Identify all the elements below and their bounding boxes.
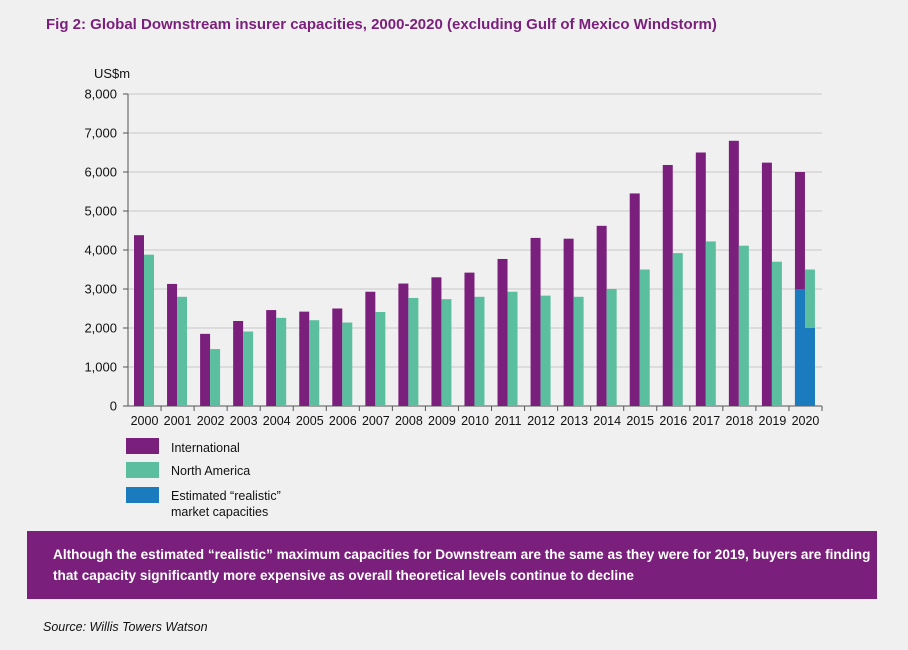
bar-international [431,277,442,406]
bar-international [761,162,772,406]
bar-north-america [177,296,188,406]
x-tick-label: 2008 [395,414,423,428]
y-tick-label: 3,000 [84,282,117,297]
legend-swatch-realistic [126,487,159,503]
x-tick-label: 2006 [329,414,357,428]
y-tick-label: 6,000 [84,165,117,180]
bar-international [662,164,673,406]
bar-international [497,258,508,406]
bar-north-america [606,289,617,406]
bar-international [596,225,607,406]
bar-north-america [441,299,452,406]
bar-international [695,152,706,406]
x-tick-label: 2019 [759,414,787,428]
x-tick-label: 2017 [692,414,720,428]
bar-north-america [144,254,154,406]
bar-north-america [705,241,716,406]
y-tick-label: 1,000 [84,360,117,375]
legend-label-realistic: Estimated “realistic” market capacities [171,489,281,519]
y-tick-label: 7,000 [84,126,117,141]
x-tick-label: 2000 [131,414,159,428]
bar-international [365,291,376,406]
bar-north-america [276,317,287,406]
x-tick-label: 2016 [659,414,687,428]
bar-international [167,283,178,406]
bar-north-america [474,296,485,406]
source-note: Source: Willis Towers Watson [43,620,208,634]
x-tick-label: 2005 [296,414,324,428]
x-tick-label: 2011 [495,414,522,428]
bar-international [332,308,343,406]
bar-north-america [507,291,518,406]
bar-north-america [342,322,353,406]
bar-international [398,283,409,406]
bar-north-america [243,331,254,406]
bar-north-america [408,297,419,406]
x-tick-label: 2015 [626,414,654,428]
bar-north-america [639,269,650,406]
x-tick-label: 2007 [362,414,390,428]
bar-north-america [309,320,320,406]
chart-title: Fig 2: Global Downstream insurer capacit… [46,16,717,33]
chart: 0 1,000 2,000 3,000 4,000 5,000 6,000 7,000 8,00… [84,66,823,428]
y-axis-label: US$m [94,66,130,81]
bar-north-america [738,245,749,406]
bar-international [299,311,310,406]
legend-label-north-america: North America [171,464,251,478]
x-tick-label: 2009 [428,414,456,428]
legend-swatch-international [126,438,159,454]
bar-north-america [540,295,551,406]
x-tick-label: 2003 [230,414,258,428]
bar-international [563,238,574,406]
x-tick-label: 2004 [263,414,291,428]
y-tick-label: 2,000 [84,321,117,336]
bar-international [464,272,475,406]
bar-international [134,235,144,406]
bar-realistic-international [794,289,805,406]
bar-north-america [375,312,386,406]
x-tick-label: 2018 [725,414,753,428]
legend-swatch-north-america [126,462,159,478]
x-tick-label: 2001 [164,414,192,428]
bar-international [200,333,211,406]
bar-north-america [771,261,782,406]
bar-international [266,310,277,406]
bar-international [728,140,739,407]
highlight-banner: Although the estimated “realistic” maxim… [27,531,877,599]
x-tick-label: 2020 [792,414,820,428]
y-tick-label: 5,000 [84,204,117,219]
y-tick-label: 0 [110,399,117,414]
x-tick-label: 2013 [560,414,588,428]
bar-international [530,237,541,406]
bar-international [233,320,244,406]
x-tick-label: 2010 [461,414,489,428]
bar-realistic-north-america [804,328,815,406]
bar-international [629,193,640,406]
x-tick-label: 2002 [197,414,225,428]
bar-north-america [573,296,584,406]
x-tick-label: 2012 [527,414,555,428]
bar-north-america [210,349,221,406]
legend-label-international: International [171,441,240,455]
bar-north-america [672,253,683,406]
y-tick-label: 8,000 [84,87,117,102]
x-tick-label: 2014 [593,414,621,428]
y-tick-label: 4,000 [84,243,117,258]
